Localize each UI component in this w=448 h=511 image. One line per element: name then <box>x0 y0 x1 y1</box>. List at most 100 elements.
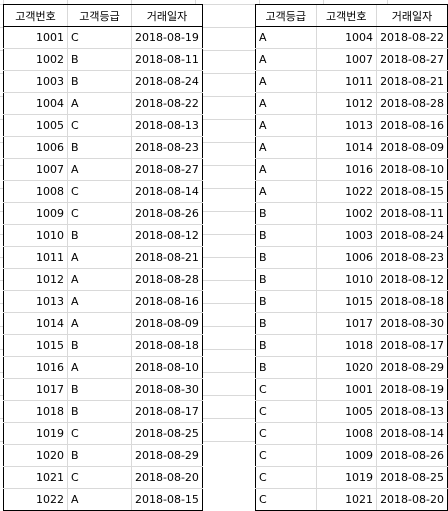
cell-customer-number[interactable]: 1009 <box>3 202 68 225</box>
cell-transaction-date[interactable]: 2018-08-14 <box>131 180 203 203</box>
cell-transaction-date[interactable]: 2018-08-09 <box>131 312 203 335</box>
cell-transaction-date[interactable]: 2018-08-11 <box>131 48 203 71</box>
cell-customer-number[interactable]: 1006 <box>3 136 68 159</box>
cell-customer-number[interactable]: 1012 <box>315 92 377 115</box>
cell-customer-grade[interactable]: A <box>255 92 317 115</box>
cell-customer-number[interactable]: 1004 <box>3 92 68 115</box>
cell-transaction-date[interactable]: 2018-08-26 <box>131 202 203 225</box>
cell-customer-number[interactable]: 1017 <box>3 378 68 401</box>
cell-customer-grade[interactable]: A <box>67 158 132 181</box>
cell-customer-grade[interactable]: B <box>255 246 317 269</box>
cell-transaction-date[interactable]: 2018-08-30 <box>376 312 448 335</box>
cell-transaction-date[interactable]: 2018-08-28 <box>376 92 448 115</box>
cell-customer-number[interactable]: 1006 <box>315 246 377 269</box>
cell-transaction-date[interactable]: 2018-08-21 <box>131 246 203 269</box>
cell-customer-grade[interactable]: B <box>67 48 132 71</box>
header-cell-customer-number[interactable]: 고객번호 <box>3 4 68 27</box>
cell-transaction-date[interactable]: 2018-08-30 <box>131 378 203 401</box>
cell-transaction-date[interactable]: 2018-08-11 <box>376 202 448 225</box>
cell-customer-grade[interactable]: B <box>255 224 317 247</box>
cell-transaction-date[interactable]: 2018-08-25 <box>131 422 203 445</box>
cell-customer-grade[interactable]: B <box>255 334 317 357</box>
cell-customer-grade[interactable]: C <box>255 444 317 467</box>
cell-customer-number[interactable]: 1020 <box>315 356 377 379</box>
cell-transaction-date[interactable]: 2018-08-26 <box>376 444 448 467</box>
cell-customer-number[interactable]: 1018 <box>3 400 68 423</box>
cell-customer-number[interactable]: 1001 <box>3 26 68 49</box>
cell-customer-grade[interactable]: A <box>67 92 132 115</box>
cell-customer-grade[interactable]: A <box>67 246 132 269</box>
cell-customer-grade[interactable]: A <box>255 48 317 71</box>
cell-customer-number[interactable]: 1013 <box>3 290 68 313</box>
cell-customer-grade[interactable]: B <box>67 70 132 93</box>
cell-customer-number[interactable]: 1019 <box>3 422 68 445</box>
cell-transaction-date[interactable]: 2018-08-27 <box>131 158 203 181</box>
cell-transaction-date[interactable]: 2018-08-27 <box>376 48 448 71</box>
cell-customer-number[interactable]: 1015 <box>315 290 377 313</box>
cell-transaction-date[interactable]: 2018-08-13 <box>376 400 448 423</box>
cell-customer-grade[interactable]: A <box>255 114 317 137</box>
cell-customer-number[interactable]: 1008 <box>3 180 68 203</box>
cell-customer-grade[interactable]: A <box>67 268 132 291</box>
cell-transaction-date[interactable]: 2018-08-20 <box>131 466 203 489</box>
header-cell-transaction-date[interactable]: 거래일자 <box>376 4 448 27</box>
cell-customer-number[interactable]: 1008 <box>315 422 377 445</box>
cell-customer-number[interactable]: 1018 <box>315 334 377 357</box>
cell-transaction-date[interactable]: 2018-08-15 <box>131 488 203 511</box>
cell-customer-number[interactable]: 1005 <box>3 114 68 137</box>
cell-customer-number[interactable]: 1012 <box>3 268 68 291</box>
cell-customer-number[interactable]: 1004 <box>315 26 377 49</box>
cell-customer-grade[interactable]: B <box>67 136 132 159</box>
cell-transaction-date[interactable]: 2018-08-19 <box>376 378 448 401</box>
cell-transaction-date[interactable]: 2018-08-22 <box>131 92 203 115</box>
cell-customer-number[interactable]: 1019 <box>315 466 377 489</box>
cell-transaction-date[interactable]: 2018-08-10 <box>376 158 448 181</box>
cell-customer-number[interactable]: 1009 <box>315 444 377 467</box>
cell-customer-grade[interactable]: A <box>255 70 317 93</box>
cell-transaction-date[interactable]: 2018-08-12 <box>131 224 203 247</box>
cell-customer-number[interactable]: 1016 <box>3 356 68 379</box>
cell-customer-grade[interactable]: B <box>255 202 317 225</box>
cell-customer-number[interactable]: 1022 <box>315 180 377 203</box>
cell-customer-number[interactable]: 1002 <box>3 48 68 71</box>
cell-customer-grade[interactable]: C <box>255 378 317 401</box>
cell-customer-grade[interactable]: C <box>255 422 317 445</box>
cell-customer-grade[interactable]: C <box>67 422 132 445</box>
cell-customer-grade[interactable]: B <box>255 356 317 379</box>
cell-customer-grade[interactable]: C <box>67 114 132 137</box>
cell-customer-number[interactable]: 1014 <box>315 136 377 159</box>
cell-customer-number[interactable]: 1011 <box>315 70 377 93</box>
cell-customer-grade[interactable]: B <box>67 224 132 247</box>
cell-customer-number[interactable]: 1020 <box>3 444 68 467</box>
cell-transaction-date[interactable]: 2018-08-09 <box>376 136 448 159</box>
cell-transaction-date[interactable]: 2018-08-14 <box>376 422 448 445</box>
cell-customer-number[interactable]: 1005 <box>315 400 377 423</box>
cell-customer-number[interactable]: 1014 <box>3 312 68 335</box>
cell-customer-number[interactable]: 1011 <box>3 246 68 269</box>
cell-customer-grade[interactable]: A <box>67 488 132 511</box>
cell-customer-grade[interactable]: C <box>67 202 132 225</box>
cell-customer-number[interactable]: 1022 <box>3 488 68 511</box>
cell-transaction-date[interactable]: 2018-08-20 <box>376 488 448 511</box>
cell-customer-grade[interactable]: C <box>67 180 132 203</box>
cell-customer-grade[interactable]: B <box>67 334 132 357</box>
cell-customer-grade[interactable]: C <box>255 400 317 423</box>
cell-transaction-date[interactable]: 2018-08-17 <box>376 334 448 357</box>
cell-customer-grade[interactable]: B <box>67 444 132 467</box>
header-cell-customer-number[interactable]: 고객번호 <box>315 4 377 27</box>
cell-customer-number[interactable]: 1010 <box>315 268 377 291</box>
header-cell-transaction-date[interactable]: 거래일자 <box>131 4 203 27</box>
cell-customer-grade[interactable]: B <box>255 268 317 291</box>
cell-customer-number[interactable]: 1021 <box>3 466 68 489</box>
header-cell-customer-grade[interactable]: 고객등급 <box>67 4 132 27</box>
cell-customer-grade[interactable]: C <box>255 466 317 489</box>
cell-customer-grade[interactable]: B <box>67 378 132 401</box>
cell-customer-number[interactable]: 1002 <box>315 202 377 225</box>
cell-transaction-date[interactable]: 2018-08-21 <box>376 70 448 93</box>
header-cell-customer-grade[interactable]: 고객등급 <box>255 4 317 27</box>
cell-customer-grade[interactable]: A <box>67 312 132 335</box>
cell-customer-number[interactable]: 1003 <box>3 70 68 93</box>
cell-transaction-date[interactable]: 2018-08-22 <box>376 26 448 49</box>
cell-customer-grade[interactable]: A <box>255 26 317 49</box>
cell-customer-grade[interactable]: A <box>255 180 317 203</box>
